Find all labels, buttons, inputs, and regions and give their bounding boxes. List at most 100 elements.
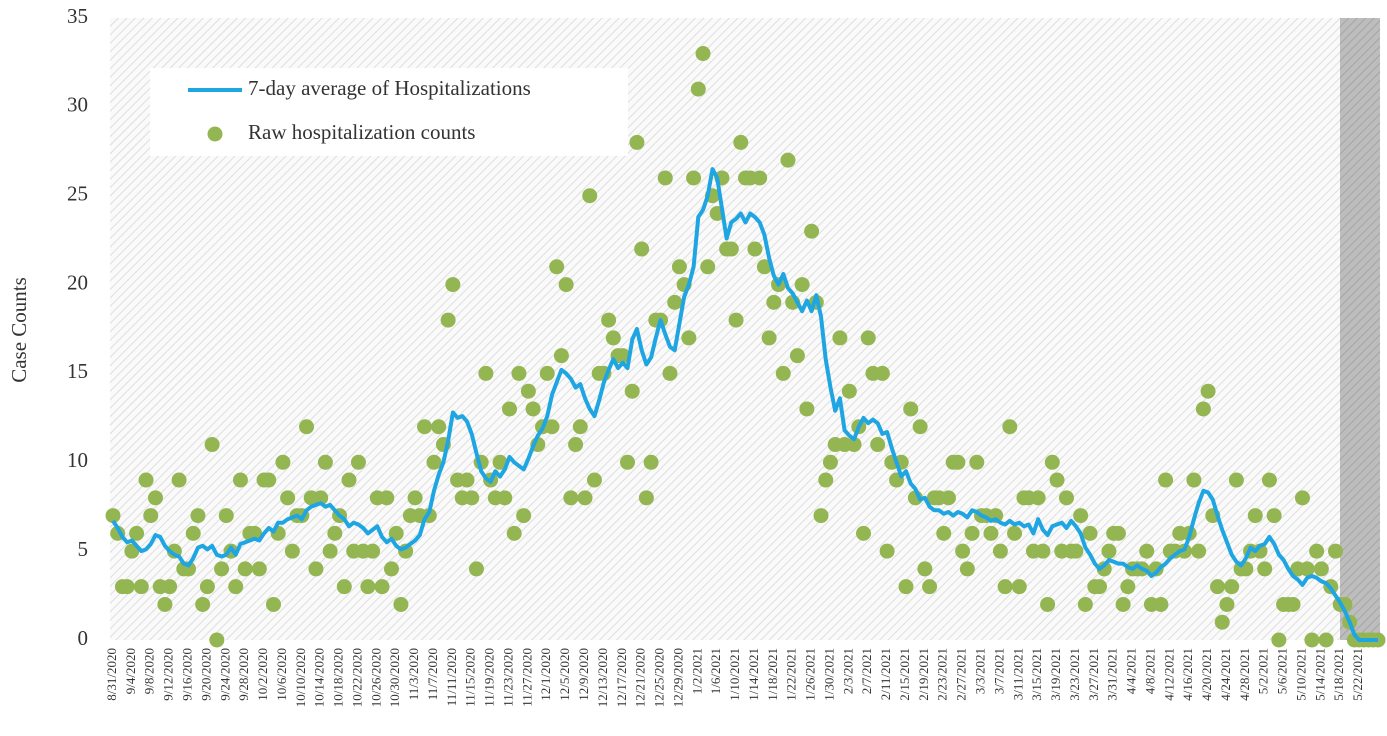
x-tick-label: 10/18/2020: [331, 648, 346, 707]
data-point: [360, 579, 376, 595]
data-point: [1328, 543, 1344, 559]
x-tick-label: 10/14/2020: [312, 648, 327, 707]
data-point: [1115, 596, 1131, 612]
data-point: [261, 472, 277, 488]
data-point: [525, 401, 541, 417]
data-point: [667, 294, 683, 310]
y-tick-label: 25: [67, 182, 88, 206]
x-tick-label: 5/2/2021: [1256, 648, 1271, 694]
data-point: [1058, 490, 1074, 506]
y-tick-label: 5: [78, 537, 89, 561]
data-point: [638, 490, 654, 506]
data-point: [468, 561, 484, 577]
data-point: [1257, 561, 1273, 577]
data-point: [539, 365, 555, 381]
data-point: [374, 579, 390, 595]
x-tick-label: 2/7/2021: [859, 648, 874, 694]
data-point: [431, 419, 447, 435]
data-point: [138, 472, 154, 488]
x-tick-label: 9/4/2020: [123, 648, 138, 694]
x-tick-label: 9/28/2020: [236, 648, 251, 701]
data-point: [940, 490, 956, 506]
x-tick-label: 1/2/2021: [689, 648, 704, 694]
data-point: [695, 46, 711, 62]
data-point: [1224, 579, 1240, 595]
data-point: [1191, 543, 1207, 559]
x-tick-label: 11/7/2020: [425, 648, 440, 700]
data-point: [686, 170, 702, 186]
data-point: [440, 312, 456, 328]
data-point: [601, 312, 617, 328]
data-point: [879, 543, 895, 559]
data-point: [643, 454, 659, 470]
data-point: [846, 437, 862, 453]
x-tick-label: 2/19/2021: [916, 648, 931, 701]
data-point: [237, 561, 253, 577]
data-point: [459, 472, 475, 488]
x-tick-label: 2/11/2021: [878, 648, 893, 700]
data-point: [832, 330, 848, 346]
data-point: [997, 579, 1013, 595]
data-point: [761, 330, 777, 346]
data-point: [171, 472, 187, 488]
data-point: [251, 561, 267, 577]
data-point: [1049, 472, 1065, 488]
y-tick-label: 30: [67, 93, 88, 117]
y-tick-label: 35: [67, 4, 88, 28]
x-tick-label: 10/22/2020: [349, 648, 364, 707]
data-point: [299, 419, 315, 435]
data-point: [700, 259, 716, 275]
data-point: [426, 454, 442, 470]
data-point: [780, 152, 796, 168]
x-tick-label: 5/18/2021: [1331, 648, 1346, 701]
data-point: [1153, 596, 1169, 612]
data-point: [804, 223, 820, 239]
x-tick-label: 1/10/2021: [727, 648, 742, 701]
data-point: [789, 348, 805, 364]
data-point: [1186, 472, 1202, 488]
x-tick-label: 10/6/2020: [274, 648, 289, 701]
data-point: [478, 365, 494, 381]
data-point: [1304, 632, 1320, 648]
data-point: [1011, 579, 1027, 595]
x-tick-label: 4/24/2021: [1218, 648, 1233, 701]
shaded-region: [1340, 18, 1380, 640]
data-point: [501, 401, 517, 417]
data-point: [1158, 472, 1174, 488]
x-tick-label: 11/23/2020: [500, 648, 515, 707]
data-point: [1219, 596, 1235, 612]
x-tick-label: 9/8/2020: [142, 648, 157, 694]
data-point: [959, 561, 975, 577]
data-point: [634, 241, 650, 257]
data-point: [313, 490, 329, 506]
x-tick-label: 8/31/2020: [104, 648, 119, 701]
data-point: [1035, 543, 1051, 559]
data-point: [1101, 543, 1117, 559]
data-point: [553, 348, 569, 364]
y-tick-label: 15: [67, 359, 88, 383]
data-point: [1313, 561, 1329, 577]
x-tick-label: 3/23/2021: [1067, 648, 1082, 701]
data-point: [912, 419, 928, 435]
x-tick-label: 10/30/2020: [387, 648, 402, 707]
x-tick-label: 9/12/2020: [161, 648, 176, 701]
data-point: [619, 454, 635, 470]
x-tick-label: 1/26/2021: [803, 648, 818, 701]
data-point: [157, 596, 173, 612]
data-point: [544, 419, 560, 435]
data-point: [322, 543, 338, 559]
data-point: [1200, 383, 1216, 399]
data-point: [681, 330, 697, 346]
data-point: [265, 596, 281, 612]
data-point: [1271, 632, 1287, 648]
x-tick-label: 11/19/2020: [482, 648, 497, 707]
data-point: [417, 419, 433, 435]
x-tick-label: 5/6/2021: [1275, 648, 1290, 694]
data-point: [1002, 419, 1018, 435]
x-tick-label: 1/6/2021: [708, 648, 723, 694]
data-point: [1294, 490, 1310, 506]
data-point: [841, 383, 857, 399]
data-point: [1266, 508, 1282, 524]
data-point: [813, 508, 829, 524]
data-point: [506, 525, 522, 541]
